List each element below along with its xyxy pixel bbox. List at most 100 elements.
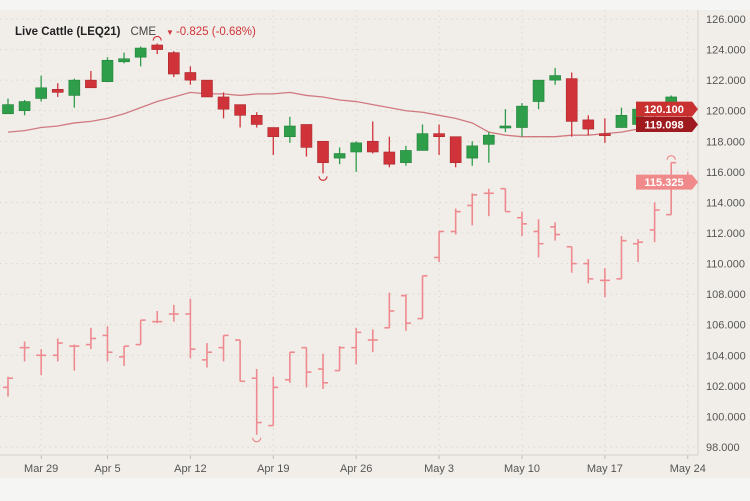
ohlc-bar	[119, 345, 130, 366]
y-tick-label: 112.000	[706, 228, 745, 240]
y-tick-label: 102.000	[706, 381, 746, 393]
candle	[582, 115, 595, 136]
low-marker-icon	[252, 437, 262, 443]
high-marker-icon	[666, 155, 676, 160]
exchange-label: CME	[130, 26, 157, 38]
ohlc-bar	[516, 211, 527, 237]
ohlc-bar	[36, 349, 47, 376]
x-tick-label: May 17	[587, 463, 623, 475]
candle	[168, 51, 180, 78]
y-tick-label: 106.000	[706, 320, 746, 332]
y-tick-label: 120.000	[706, 106, 746, 118]
candle	[516, 103, 528, 137]
candle	[366, 121, 379, 154]
ohlc-bar	[467, 193, 478, 226]
candle	[416, 124, 429, 151]
candle	[383, 136, 396, 168]
ohlc-bar	[102, 326, 113, 362]
x-tick-label: Apr 19	[257, 463, 289, 475]
candle	[51, 83, 64, 97]
ohlc-bar	[550, 222, 561, 241]
ohlc-bar	[301, 346, 312, 388]
candle	[184, 66, 197, 85]
ohlc-bar	[251, 369, 262, 435]
candle	[234, 104, 246, 128]
ohlc-bar	[400, 294, 411, 331]
candle	[300, 124, 313, 157]
candle	[2, 98, 14, 115]
comparison-price-label: 115.325	[644, 177, 683, 189]
candle	[449, 136, 462, 168]
x-tick-label: May 10	[504, 463, 540, 475]
last-price-label: 120.100	[644, 104, 684, 116]
y-tick-label: 124.000	[706, 45, 746, 57]
ohlc-bar	[201, 343, 212, 368]
ohlc-bar	[500, 187, 511, 213]
chart-header: Live Cattle (LEQ21) CME ▼ -0.825 (-0.68%)	[15, 26, 256, 38]
price-change: ▼ -0.825 (-0.68%)	[166, 26, 256, 38]
candle	[317, 140, 329, 174]
ohlc-bar	[533, 219, 544, 258]
ohlc-bar	[417, 274, 428, 320]
ohlc-bar	[185, 298, 196, 359]
ohlc-bar	[566, 245, 577, 273]
candle	[599, 118, 611, 143]
candle	[18, 100, 31, 116]
y-tick-label: 118.000	[706, 136, 745, 148]
ohlc-bar	[351, 327, 362, 365]
candle	[483, 132, 495, 163]
triangle-down-icon: ▼	[166, 28, 174, 37]
y-tick-label: 116.000	[706, 167, 745, 179]
ohlc-bar	[583, 258, 594, 284]
ohlc-bar	[633, 239, 644, 263]
candle	[532, 79, 545, 110]
ohlc-bar	[235, 339, 246, 383]
ohlc-bar	[616, 236, 627, 280]
candle	[615, 107, 628, 128]
x-tick-label: Apr 26	[340, 463, 372, 475]
last-price-label-box	[636, 101, 698, 117]
ohlc-bar	[52, 338, 63, 362]
price-chart[interactable]: 126.000 124.000 122.000 120.000 118.000 116.0…	[0, 10, 750, 478]
candle	[499, 109, 512, 133]
candle	[267, 127, 280, 156]
candle	[151, 43, 164, 55]
y-tick-label: 98.000	[706, 442, 740, 454]
candle	[68, 78, 81, 108]
y-tick-label: 122.000	[706, 75, 746, 87]
low-marker-icon	[318, 176, 328, 181]
x-tick-label: Apr 12	[174, 463, 206, 475]
ohlc-bar	[649, 202, 660, 243]
chart-panel: 126.000 124.000 122.000 120.000 118.000 116.0…	[0, 10, 750, 478]
candle	[333, 147, 346, 165]
x-tick-label: May 3	[424, 463, 454, 475]
ohlc-bar	[318, 353, 329, 389]
y-tick-label: 108.000	[706, 289, 746, 301]
x-tick-label: May 24	[670, 463, 706, 475]
ohlc-bar	[367, 329, 378, 353]
candle	[217, 92, 230, 119]
candle	[400, 145, 412, 166]
ohlc-bar	[168, 304, 179, 322]
high-marker-icon	[152, 35, 162, 41]
moving-average-line	[7, 91, 688, 138]
ohlc-bar	[434, 230, 445, 263]
ohlc-bar	[3, 376, 13, 397]
candle	[250, 112, 263, 128]
x-tick-label: Mar 29	[24, 463, 58, 475]
y-tick-label: 114.000	[706, 197, 745, 209]
ohlc-bar	[19, 341, 30, 362]
ohlc-bar	[135, 319, 146, 346]
ohlc-bar	[69, 344, 80, 371]
ohlc-bar	[384, 292, 395, 329]
candle	[134, 46, 147, 67]
candle	[284, 116, 296, 143]
moving-average-label-box	[636, 117, 698, 133]
instrument-title: Live Cattle (LEQ21)	[15, 26, 121, 38]
candle	[565, 72, 578, 137]
y-tick-label: 110.000	[706, 259, 745, 271]
comparison-price-label-box	[636, 174, 698, 190]
candle	[350, 141, 362, 172]
candle	[118, 52, 130, 64]
candle	[35, 75, 47, 102]
